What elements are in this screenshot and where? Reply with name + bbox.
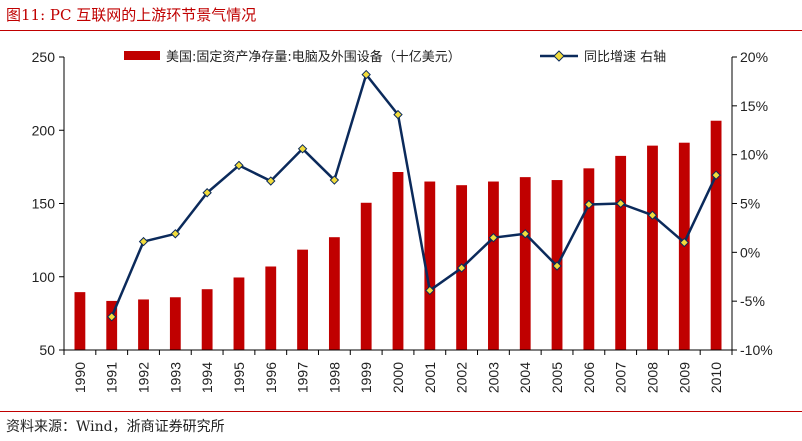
point-2002 xyxy=(456,263,467,273)
x-tick-label: 1994 xyxy=(199,362,215,393)
point-2003 xyxy=(488,232,499,243)
x-tick-label: 2000 xyxy=(390,362,406,393)
x-tick-label: 2003 xyxy=(485,362,501,393)
legend: 美国:固定资产净存量:电脑及外围设备（十亿美元） 同比增速 右轴 xyxy=(124,49,666,65)
right-tick-label: 15% xyxy=(740,98,768,114)
right-tick-label: 5% xyxy=(740,196,760,212)
point-2001 xyxy=(425,285,435,296)
bar-2000 xyxy=(392,172,404,350)
point-1991 xyxy=(107,312,117,322)
x-tick-label: 2006 xyxy=(581,362,597,393)
point-2009 xyxy=(679,237,689,248)
figure-title: 图11: PC 互联网的上游环节景气情况 xyxy=(6,6,257,24)
point-2007 xyxy=(615,198,626,209)
bar-1992 xyxy=(138,299,149,350)
point-1998 xyxy=(329,175,340,185)
right-tick-label: 10% xyxy=(740,147,768,163)
bar-1997 xyxy=(297,249,308,350)
source-rule xyxy=(0,411,802,412)
x-tick-label: 1991 xyxy=(104,362,120,393)
point-2000 xyxy=(393,109,403,120)
bar-1991 xyxy=(106,300,118,350)
x-tick-label: 1998 xyxy=(326,362,342,393)
x-tick-label: 1995 xyxy=(231,362,247,393)
point-2010 xyxy=(711,170,721,180)
x-tick-label: 1993 xyxy=(167,362,183,393)
bar-1994 xyxy=(201,289,213,350)
bar-2001 xyxy=(424,181,436,350)
left-tick-label: 150 xyxy=(32,196,56,212)
point-1992 xyxy=(138,236,149,247)
bar-2006 xyxy=(583,168,595,350)
point-1995 xyxy=(234,160,244,171)
point-1994 xyxy=(202,188,212,198)
figure-source: 资料来源：Wind，浙商证券研究所 xyxy=(6,419,225,435)
x-tick-label: 2002 xyxy=(454,362,470,393)
right-tick-label: 0% xyxy=(740,244,760,260)
bar-1998 xyxy=(328,237,340,350)
x-tick-label: 2005 xyxy=(549,362,565,393)
point-2008 xyxy=(647,210,658,220)
legend-bar-label: 美国:固定资产净存量:电脑及外围设备（十亿美元） xyxy=(166,49,461,65)
x-tick-label: 2007 xyxy=(613,362,629,393)
x-axis-ticks: 1990 1991 1992 1993 1994 1995 1996 1997 1998 1999… xyxy=(63,350,733,393)
left-tick-label: 200 xyxy=(32,122,56,138)
bar-1993 xyxy=(169,297,181,350)
line-series xyxy=(107,69,721,322)
bar-1999 xyxy=(360,202,372,350)
x-tick-label: 2008 xyxy=(644,362,660,393)
legend-bar-swatch xyxy=(124,51,160,60)
x-tick-label: 1990 xyxy=(72,362,88,393)
point-1996 xyxy=(266,176,276,186)
bar-2010 xyxy=(710,120,722,350)
left-tick-label: 50 xyxy=(39,342,55,358)
bar-1995 xyxy=(233,277,245,350)
bar-2003 xyxy=(488,181,499,350)
right-tick-label: 20% xyxy=(740,49,768,65)
left-tick-label: 250 xyxy=(32,49,56,65)
x-tick-label: 2001 xyxy=(422,362,438,393)
legend-line-label: 同比增速 右轴 xyxy=(584,50,666,65)
point-1993 xyxy=(170,229,181,239)
bar-1996 xyxy=(265,266,277,350)
point-2005 xyxy=(552,261,562,271)
x-tick-label: 1992 xyxy=(136,362,152,393)
right-tick-label: -10% xyxy=(740,342,773,358)
point-2006 xyxy=(584,199,594,210)
left-axis-ticks: 50 100 150 200 250 xyxy=(32,49,64,358)
bar-1990 xyxy=(74,292,86,350)
right-axis-ticks: -10% -5% 0% 5% 10% 15% 20% xyxy=(732,49,773,358)
x-tick-label: 2004 xyxy=(517,362,533,393)
legend-line-marker xyxy=(553,50,565,62)
point-2004 xyxy=(520,229,530,239)
x-tick-label: 1997 xyxy=(295,362,311,393)
point-1997 xyxy=(297,144,308,154)
x-tick-label: 2010 xyxy=(708,362,724,393)
bar-2004 xyxy=(519,177,531,350)
growth-line xyxy=(110,73,718,318)
bar-2008 xyxy=(647,145,658,350)
point-1999 xyxy=(361,69,371,80)
x-tick-label: 1996 xyxy=(263,362,279,393)
x-tick-label: 1999 xyxy=(358,362,374,393)
left-tick-label: 100 xyxy=(32,269,56,285)
title-rule xyxy=(0,30,802,31)
bar-2007 xyxy=(615,155,627,350)
x-tick-label: 2009 xyxy=(676,362,692,393)
right-tick-label: -5% xyxy=(740,293,765,309)
